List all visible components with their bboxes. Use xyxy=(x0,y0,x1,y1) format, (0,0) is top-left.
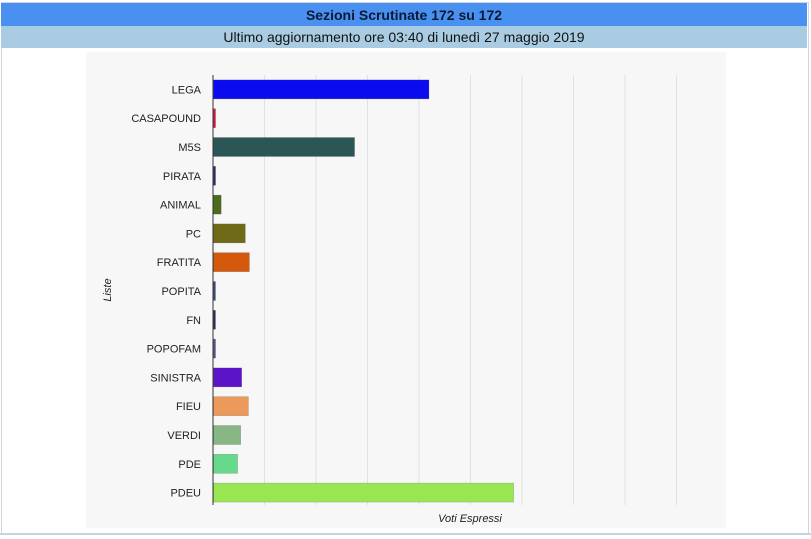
bar-lega[interactable] xyxy=(213,79,430,100)
bar-fieu[interactable] xyxy=(213,396,249,417)
category-label-fratita: FRATITA xyxy=(157,257,202,269)
bar-m5s[interactable] xyxy=(213,137,355,157)
category-label-pdeu: PDEU xyxy=(170,488,201,500)
bars xyxy=(213,79,514,503)
category-label-lega: LEGA xyxy=(172,84,202,96)
category-label-pde: PDE xyxy=(178,459,201,471)
last-update-header: Ultimo aggiornamento ore 03:40 di lunedì… xyxy=(1,26,807,48)
y-axis-title: Liste xyxy=(102,278,114,301)
category-label-fn: FN xyxy=(186,315,201,327)
category-label-popita: POPITA xyxy=(161,286,201,298)
category-label-verdi: VERDI xyxy=(167,430,201,442)
category-label-pc: PC xyxy=(186,228,201,240)
bar-animal[interactable] xyxy=(213,194,222,215)
sections-counted-header: Sezioni Scrutinate 172 su 172 xyxy=(1,3,807,26)
sections-counted-text: Sezioni Scrutinate 172 su 172 xyxy=(305,6,503,23)
category-labels: LEGA CASAPOUND M5S PIRATA ANIMAL PC FRATITA POP… xyxy=(131,84,201,499)
bottom-divider xyxy=(0,533,811,535)
category-label-pirata: PIRATA xyxy=(163,171,202,183)
bar-pdeu[interactable] xyxy=(213,482,514,503)
category-label-popofam: POPOFAM xyxy=(147,344,201,356)
bar-popofam[interactable] xyxy=(213,338,216,359)
bar-verdi[interactable] xyxy=(213,425,241,445)
bar-pirata[interactable] xyxy=(213,166,216,186)
category-label-sinistra: SINISTRA xyxy=(150,372,201,384)
category-label-m5s: M5S xyxy=(178,142,201,154)
bar-fratita[interactable] xyxy=(213,252,250,272)
last-update-text: Ultimo aggiornamento ore 03:40 di lunedì… xyxy=(223,29,585,45)
grid-lines xyxy=(264,75,677,505)
category-label-casapound: CASAPOUND xyxy=(131,113,201,125)
category-label-animal: ANIMAL xyxy=(160,200,201,212)
bar-pde[interactable] xyxy=(213,453,238,474)
chart-background xyxy=(86,52,726,528)
x-axis-title: Voti Espressi xyxy=(438,513,502,525)
bar-fn[interactable] xyxy=(213,309,216,330)
bar-sinistra[interactable] xyxy=(213,367,243,388)
category-label-fieu: FIEU xyxy=(176,401,201,413)
bar-pc[interactable] xyxy=(213,223,246,244)
bar-popita[interactable] xyxy=(213,281,216,301)
bar-casapound[interactable] xyxy=(213,108,216,128)
